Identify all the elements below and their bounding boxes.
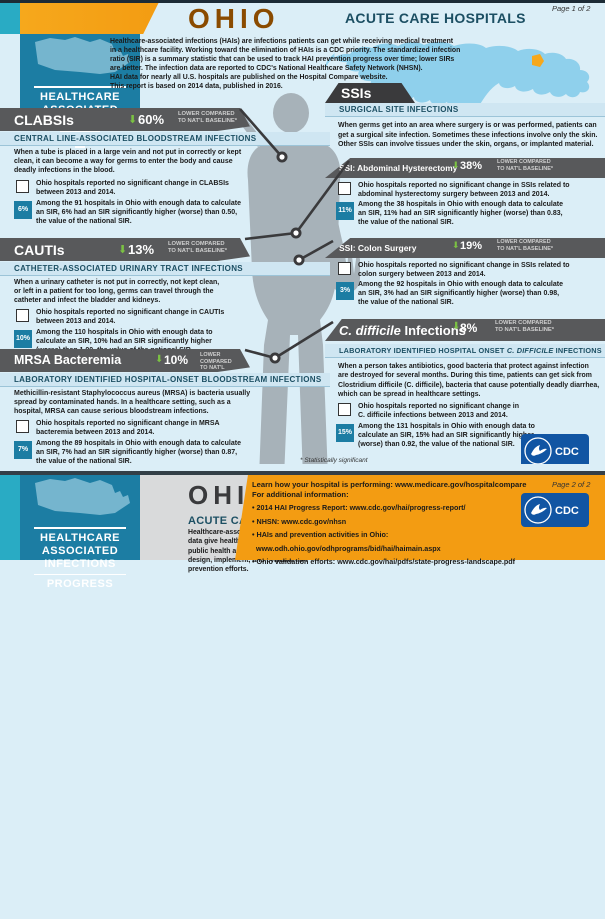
svg-text:CDC: CDC [555,446,579,458]
svg-text:CDC: CDC [555,505,579,517]
